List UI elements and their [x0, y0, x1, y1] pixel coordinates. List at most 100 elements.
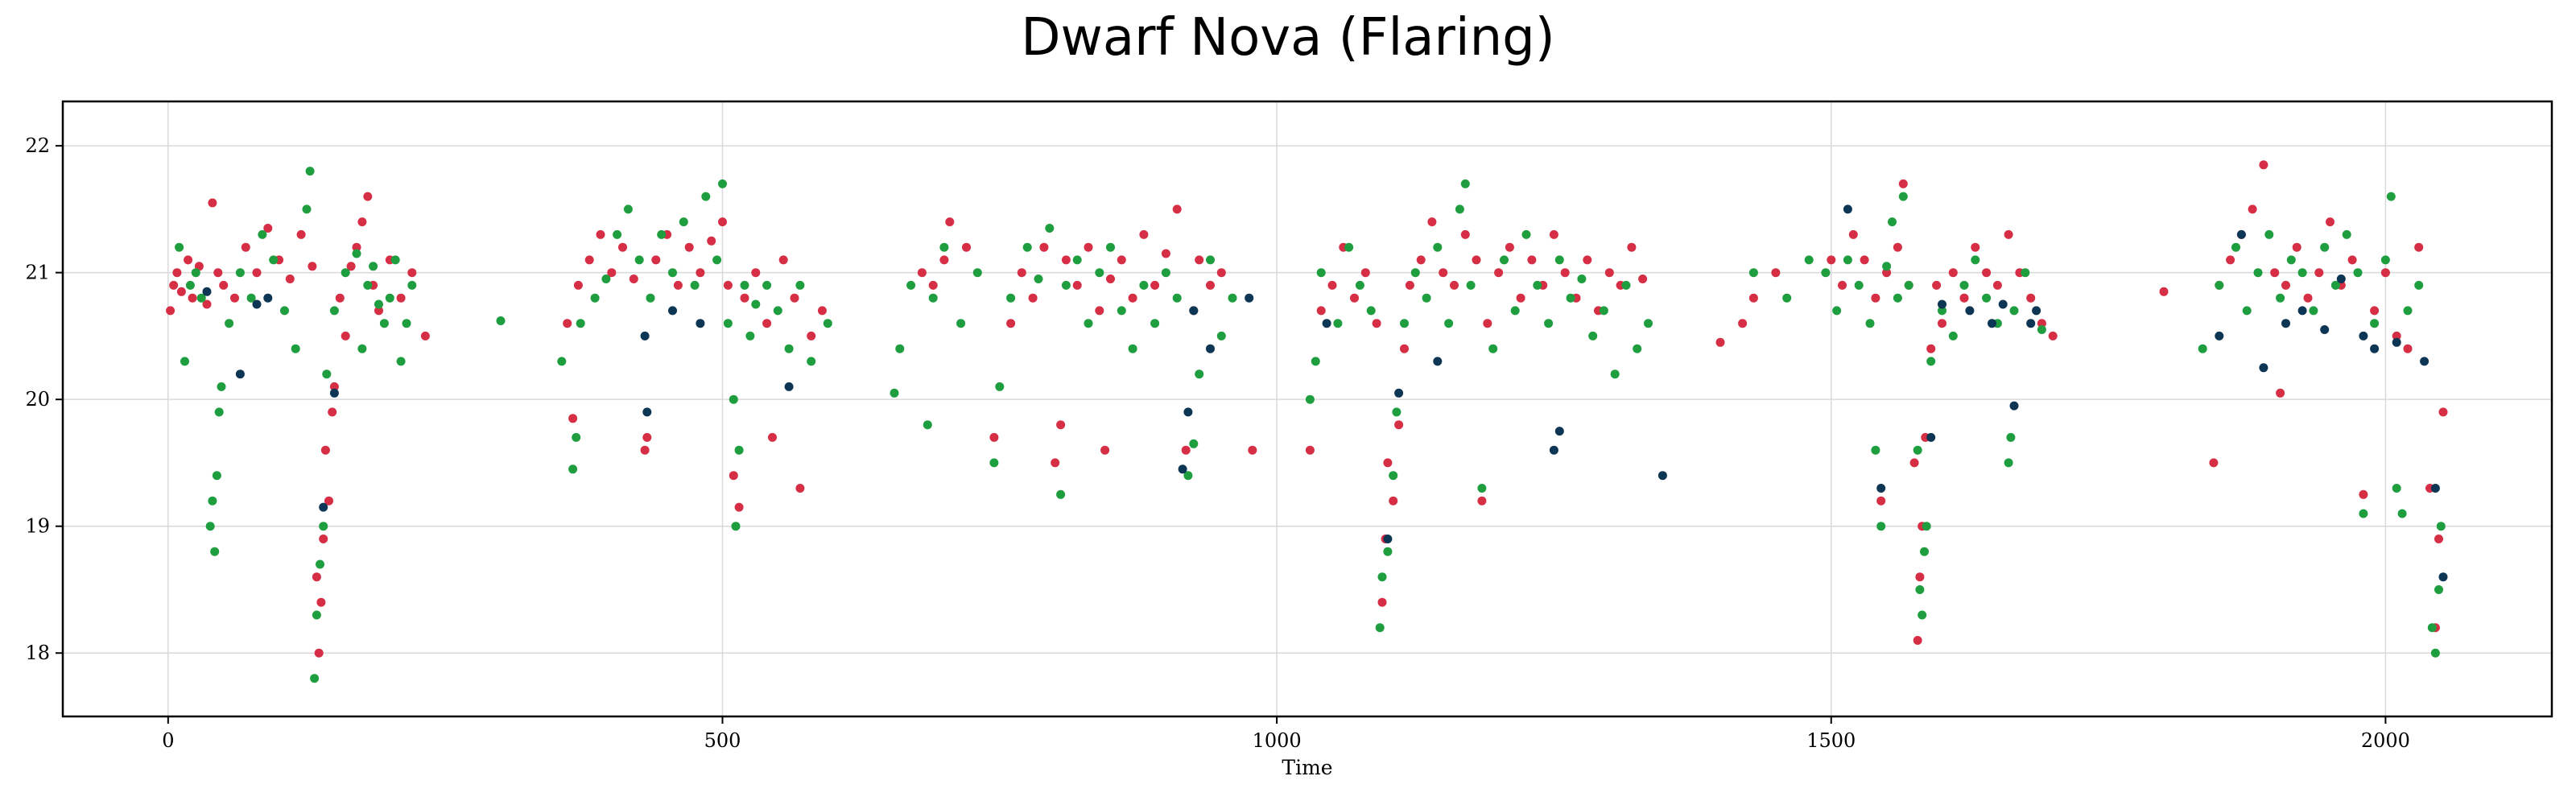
- data-point-red: [184, 255, 193, 265]
- data-point-navy: [329, 388, 339, 398]
- data-point-red: [1161, 249, 1170, 258]
- data-point-green: [972, 268, 982, 278]
- data-point-red: [312, 572, 321, 582]
- data-point-green: [2198, 344, 2207, 353]
- data-point-green: [1948, 331, 1958, 341]
- data-point-navy: [2297, 306, 2307, 316]
- data-point-red: [2248, 204, 2257, 214]
- data-point-green: [1355, 280, 1364, 290]
- data-point-green: [2380, 255, 2390, 265]
- data-point-red: [1439, 268, 1448, 278]
- data-point-green: [1189, 439, 1199, 448]
- data-point-red: [1150, 280, 1160, 290]
- data-point-red: [341, 331, 350, 341]
- data-point-green: [1577, 275, 1587, 283]
- data-point-green: [341, 268, 350, 278]
- data-point-red: [1216, 268, 1226, 278]
- data-point-green: [2309, 306, 2318, 316]
- data-point-red: [596, 229, 605, 239]
- data-point-red: [202, 299, 212, 309]
- data-point-green: [2397, 509, 2407, 518]
- data-point-red: [1915, 572, 1925, 582]
- data-point-green: [1377, 572, 1387, 582]
- data-point-green: [731, 522, 741, 531]
- data-point-red: [2392, 331, 2401, 341]
- data-point-green: [1533, 280, 1542, 290]
- data-point-red: [563, 319, 572, 328]
- data-point-green: [1383, 547, 1393, 556]
- data-point-red: [1913, 636, 1922, 645]
- data-point-red: [396, 293, 406, 303]
- data-point-green: [1375, 623, 1385, 633]
- data-point-green: [2297, 268, 2307, 278]
- data-point-green: [646, 293, 655, 303]
- data-point-red: [2326, 217, 2334, 227]
- data-point-navy: [1549, 445, 1558, 455]
- data-point-red: [1898, 179, 1908, 188]
- data-point-green: [1871, 445, 1880, 455]
- data-point-red: [618, 242, 627, 252]
- data-point-red: [2403, 344, 2413, 353]
- data-point-navy: [642, 407, 652, 417]
- data-point-navy: [1926, 432, 1936, 442]
- data-point-red: [1450, 280, 1459, 290]
- data-point-green: [2286, 255, 2296, 265]
- data-point-green: [1876, 522, 1886, 531]
- data-point-green: [2359, 509, 2368, 518]
- data-point-red: [263, 224, 273, 233]
- data-point-green: [1455, 204, 1464, 214]
- data-point-red: [335, 293, 345, 303]
- data-point-green: [679, 217, 688, 227]
- data-point-green: [939, 242, 949, 252]
- data-point-red: [2414, 242, 2424, 252]
- data-point-red: [684, 242, 694, 252]
- y-tick-label: 18: [25, 642, 50, 664]
- data-point-red: [1871, 293, 1880, 303]
- data-point-red: [762, 319, 772, 328]
- y-tick-label: 20: [25, 388, 50, 411]
- data-point-red: [1992, 280, 2002, 290]
- data-point-green: [235, 268, 245, 278]
- data-point-red: [2026, 293, 2036, 303]
- data-point-red: [607, 268, 617, 278]
- data-point-green: [1466, 280, 1476, 290]
- data-point-green: [1888, 217, 1897, 227]
- data-point-red: [1748, 293, 1758, 303]
- data-point-green: [212, 471, 221, 481]
- data-point-red: [252, 268, 262, 278]
- data-points: [166, 160, 2448, 683]
- data-point-red: [1061, 255, 1071, 265]
- data-point-red: [795, 484, 805, 493]
- data-point-navy: [1322, 319, 1331, 328]
- data-point-red: [2438, 407, 2448, 417]
- data-point-red: [642, 432, 652, 442]
- data-point-navy: [2281, 319, 2290, 328]
- data-point-red: [308, 262, 317, 271]
- data-point-navy: [2009, 401, 2019, 411]
- data-point-navy: [2259, 363, 2268, 373]
- data-point-navy: [1383, 535, 1393, 543]
- data-point-red: [1056, 420, 1066, 430]
- data-point-green: [217, 382, 226, 391]
- data-point-red: [1893, 242, 1902, 252]
- data-point-green: [1610, 369, 1620, 379]
- data-point-red: [1627, 242, 1637, 252]
- data-point-green: [2430, 648, 2440, 658]
- data-point-red: [1926, 344, 1936, 353]
- x-tick-label: 1000: [1253, 729, 1302, 752]
- data-point-red: [1106, 275, 1115, 283]
- data-point-green: [928, 293, 938, 303]
- data-point-green: [310, 674, 320, 683]
- data-point-red: [1560, 268, 1570, 278]
- data-point-red: [1959, 293, 1969, 303]
- data-point-red: [696, 268, 705, 278]
- data-point-green: [280, 306, 289, 316]
- data-point-red: [2159, 287, 2169, 296]
- data-point-green: [1920, 547, 1929, 556]
- data-point-red: [363, 192, 373, 201]
- data-point-green: [1216, 331, 1226, 341]
- data-point-red: [1460, 229, 1470, 239]
- data-point-green: [1183, 471, 1193, 481]
- data-point-green: [269, 255, 279, 265]
- data-point-green: [989, 458, 999, 468]
